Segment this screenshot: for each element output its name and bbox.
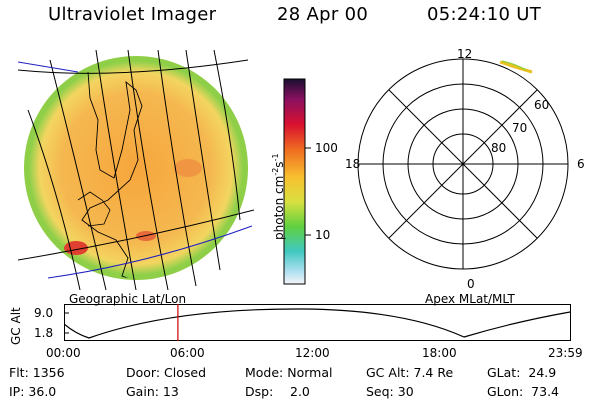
- mlt-label-6: 6: [577, 157, 585, 171]
- instrument-title: Ultraviolet Imager: [48, 4, 217, 25]
- gain-value: Gain: 13: [126, 384, 179, 399]
- altitude-ytick-high: 9.0: [34, 306, 54, 320]
- unit-text: s: [272, 161, 286, 168]
- disk-fill: [29, 61, 243, 275]
- mlt-label-12: 12: [457, 47, 473, 61]
- x-tick-1800: 18:00: [422, 346, 457, 360]
- mlt-diagonal: [388, 89, 538, 239]
- x-tick-2359: 23:59: [548, 346, 583, 360]
- unit-sup: -2: [271, 167, 280, 176]
- terminator-line: [47, 225, 253, 279]
- date-label: 28 Apr 00: [277, 4, 369, 25]
- terminator-line: [18, 61, 79, 73]
- sequence-number: Seq: 30: [366, 384, 414, 399]
- emission-spot: [174, 159, 202, 177]
- geographic-longitude: GLon: 73.4: [487, 384, 559, 399]
- apex-panel-label: Apex MLat/MLT: [425, 292, 515, 306]
- auroral-arc: [499, 60, 533, 74]
- altitude-curve: [64, 308, 571, 339]
- colorbar: [283, 78, 311, 285]
- parallel-grid: [18, 59, 254, 261]
- gc-altitude: GC Alt: 7.4 Re: [366, 365, 454, 380]
- meridian-grid: [27, 50, 241, 290]
- lat-label-60: 60: [534, 98, 550, 112]
- ip-value: IP: 36.0: [9, 384, 57, 399]
- x-tick-1200: 12:00: [295, 346, 330, 360]
- geographic-panel-label: Geographic Lat/Lon: [69, 292, 187, 306]
- unit-sup: -1: [271, 153, 280, 162]
- dsp-label: Dsp:: [245, 384, 274, 399]
- x-tick-0000: 00:00: [46, 346, 81, 360]
- colorbar-tick-10: 10: [315, 228, 331, 242]
- unit-text: photon cm: [272, 175, 286, 240]
- colorbar-gradient: [283, 78, 306, 285]
- auroral-arc: [501, 60, 527, 71]
- door-status: Door: Closed: [126, 365, 207, 380]
- dsp-value: 2.0: [290, 384, 310, 399]
- mlt-label-18: 18: [345, 157, 361, 171]
- altitude-plot-frame: [64, 304, 571, 341]
- mode-value: Mode: Normal: [245, 365, 333, 380]
- flight-number: Flt: 1356: [9, 365, 65, 380]
- altitude-ylabel: GC Alt: [9, 307, 23, 345]
- colorbar-unit-label: photon cm-2s-1: [271, 153, 286, 240]
- mlt-label-0: 0: [467, 277, 475, 291]
- geographic-latitude: GLat: 24.9: [487, 365, 557, 380]
- altitude-ytick-low: 1.8: [34, 326, 54, 340]
- lat-label-80: 80: [491, 141, 507, 155]
- altitude-plot: [64, 304, 571, 341]
- emission-spot: [64, 241, 88, 255]
- lat-label-70: 70: [512, 121, 528, 135]
- geographic-disk-image: [18, 50, 254, 290]
- polar-mlt-plot: [357, 58, 569, 270]
- time-label: 05:24:10 UT: [427, 4, 542, 25]
- colorbar-tick-100: 100: [315, 141, 338, 155]
- x-tick-0600: 06:00: [170, 346, 205, 360]
- coastline: [77, 191, 111, 227]
